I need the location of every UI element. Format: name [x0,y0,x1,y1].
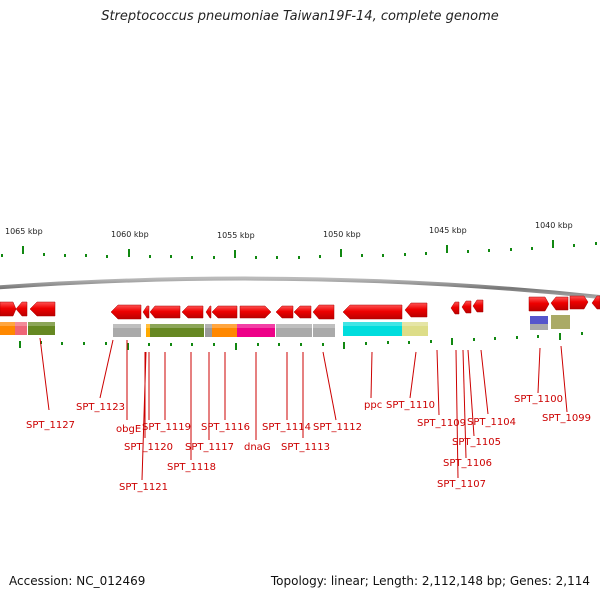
gene-arrow [15,301,28,317]
gene-arrow [293,305,312,319]
gene-arrow [0,301,17,317]
gene-label: SPT_1119 [142,422,191,433]
accession-text: Accession: NC_012469 [9,574,146,588]
gene-label: SPT_1107 [437,479,486,490]
map-title: Streptococcus pneumoniae Taiwan19F-14, c… [101,9,499,24]
gene-labels[interactable]: SPT_1127 SPT_1123 obgE SPT_1121 SPT_1120… [26,394,591,493]
gene-arrow [550,296,569,311]
gene-arrow [342,304,403,320]
gene-arrow [591,295,600,310]
gene-arrow [181,305,204,319]
scale-label: 1055 kbp [217,231,255,240]
gene-label: SPT_1127 [26,420,75,431]
gene-arrow [569,295,589,310]
scale-ticks-lower [19,332,583,350]
scale-label: 1050 kbp [323,230,361,239]
annotation-bars [0,315,570,337]
gene-arrow [312,304,335,320]
gene-arrow [239,305,272,319]
gene-label: SPT_1106 [443,458,492,469]
scale-label: 1040 kbp [535,221,573,230]
gene-arrow [110,304,142,320]
gene-label: SPT_1113 [281,442,330,453]
topology-stats-text: Topology: linear; Length: 2,112,148 bp; … [270,574,590,588]
scale-labels: 1065 kbp 1060 kbp 1055 kbp 1050 kbp 1045… [5,221,573,240]
scale-label: 1065 kbp [5,227,43,236]
gene-label: SPT_1121 [119,482,168,493]
gene-arrow [142,305,150,319]
gene-label: SPT_1112 [313,422,362,433]
gene-label: SPT_1109 [417,418,466,429]
gene-label: SPT_1105 [452,437,501,448]
gene-label: SPT_1120 [124,442,173,453]
scale-label: 1045 kbp [429,226,467,235]
gene-arrow [205,305,212,319]
gene-label: dnaG [244,442,271,453]
gene-arrow [29,301,56,317]
gene-label: SPT_1099 [542,413,591,424]
gene-label: SPT_1114 [262,422,311,433]
gene-arrow [404,302,428,318]
gene-label: obgE [116,424,141,435]
gene-arrow [211,305,238,319]
gene-arrow [472,299,484,313]
gene-label: SPT_1117 [185,442,234,453]
gene-arrows[interactable] [0,295,600,320]
gene-arrow [149,305,181,319]
scale-ticks-upper [1,240,597,259]
gene-label: SPT_1116 [201,422,250,433]
label-leaders [39,337,568,481]
gene-label: SPT_1104 [467,417,516,428]
gene-arrow [461,300,472,314]
genome-backbone [0,276,600,299]
gene-label: SPT_1123 [76,402,125,413]
gene-label: SPT_1110 [386,400,435,411]
gene-arrow [275,305,294,319]
gene-arrow [528,296,550,312]
scale-label: 1060 kbp [111,230,149,239]
gene-label: SPT_1100 [514,394,563,405]
gene-label: SPT_1118 [167,462,216,473]
gene-label: ppc [364,400,382,411]
gene-arrow [450,301,460,315]
